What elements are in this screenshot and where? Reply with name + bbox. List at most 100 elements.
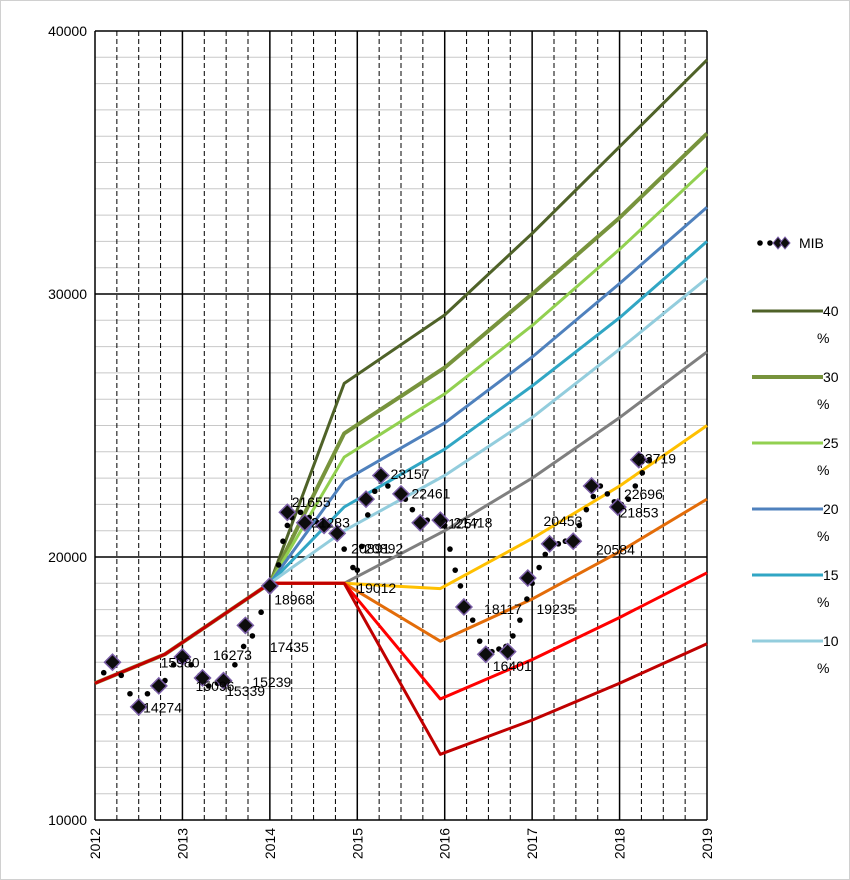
data-label: 19235 — [537, 601, 576, 617]
legend-mib-dot — [757, 240, 763, 246]
mib-dot — [341, 546, 347, 552]
data-label: 23157 — [391, 466, 430, 482]
mib-diamond — [193, 668, 212, 688]
y-tick-label: 10000 — [48, 812, 87, 828]
data-label: 21257 — [440, 515, 479, 531]
legend-label-unit: % — [817, 660, 829, 676]
mib-dot — [100, 669, 107, 676]
y-tick-label: 30000 — [48, 286, 87, 302]
mib-dot — [447, 546, 453, 552]
y-tick-label: 40000 — [48, 23, 87, 39]
mib-dot — [583, 506, 590, 513]
legend-label: 20 — [823, 501, 839, 517]
x-tick-label: 2016 — [437, 828, 453, 859]
x-tick-label: 2018 — [612, 828, 628, 859]
data-label: 21853 — [620, 504, 659, 520]
mib-diamond — [173, 647, 192, 667]
legend-label: 25 — [823, 435, 839, 451]
mib-dot — [240, 643, 247, 650]
mib-dot — [249, 633, 256, 639]
mib-dot — [385, 483, 391, 489]
mib-diamond — [214, 671, 233, 690]
data-label: 16401 — [493, 658, 532, 674]
mib-dot — [625, 496, 632, 502]
mib-diamond — [411, 513, 430, 532]
mib-dot — [118, 672, 125, 679]
data-label: 15980 — [161, 655, 200, 671]
data-label: 15239 — [252, 674, 291, 690]
data-label: 21283 — [311, 514, 350, 530]
mib-diamond — [476, 645, 495, 664]
mib-dot — [280, 538, 286, 545]
legend-label: 10 — [823, 633, 839, 649]
legend-label-unit: % — [817, 594, 829, 610]
data-label: 21418 — [453, 514, 492, 530]
mib-dot — [297, 509, 304, 516]
mib-dot — [536, 564, 542, 571]
mib-dot — [457, 583, 464, 589]
legend-label: 40 — [823, 303, 839, 319]
mib-diamond — [629, 450, 648, 469]
data-label: 22461 — [411, 485, 450, 501]
x-tick-label: 2012 — [87, 828, 103, 859]
mib-diamond — [295, 513, 314, 532]
mib-diamond — [103, 653, 122, 672]
data-label: 22696 — [624, 486, 663, 502]
mib-diamond — [608, 497, 627, 517]
mib-dot — [646, 456, 653, 463]
x-tick-label: 2017 — [524, 828, 540, 859]
mib-diamond — [391, 484, 411, 503]
mib-dot — [354, 567, 361, 573]
mib-dot — [284, 522, 291, 529]
x-tick-label: 2014 — [262, 828, 278, 859]
data-label: 20892 — [364, 541, 403, 557]
legend-mib-dot — [767, 240, 773, 246]
legend-label: 30 — [823, 369, 839, 385]
mib-diamond — [431, 511, 450, 530]
data-label: 20453 — [544, 513, 583, 529]
x-tick-label: 2019 — [699, 828, 715, 859]
x-tick-label: 2013 — [174, 828, 190, 859]
mib-diamond — [315, 516, 334, 535]
mib-dot — [188, 662, 194, 668]
legend-mib-diamond — [779, 236, 791, 250]
mib-dot — [409, 506, 416, 513]
mib-diamond — [498, 642, 517, 661]
data-label: 15339 — [226, 683, 265, 699]
legend-label-mib: MIB — [799, 235, 824, 251]
data-label: 17435 — [270, 639, 309, 655]
legend-label: 15 — [823, 567, 839, 583]
data-label: 19012 — [357, 580, 396, 596]
mib-dot — [476, 638, 483, 644]
mib-diamond — [260, 576, 279, 595]
data-label: 21655 — [292, 494, 331, 510]
mib-diamond — [129, 697, 148, 716]
mib-dot — [576, 522, 583, 529]
mib-diamond — [236, 616, 255, 635]
mib-dot — [371, 488, 378, 495]
mib-dot — [364, 512, 371, 518]
mib-diamond — [149, 676, 168, 695]
mib-diamond — [564, 532, 583, 551]
mib-diamond — [356, 490, 376, 509]
mib-dot — [205, 683, 212, 689]
data-label: 15096 — [196, 678, 235, 694]
mib-dot — [275, 562, 282, 568]
data-label: 16273 — [213, 647, 252, 663]
data-label: 18968 — [274, 592, 313, 608]
legend-label-unit: % — [817, 396, 829, 412]
legend-label-unit: % — [817, 528, 829, 544]
mib-diamond — [540, 534, 559, 553]
mib-diamond — [278, 503, 297, 522]
mib-dot — [258, 609, 264, 616]
mib-diamond — [454, 597, 474, 617]
mib-diamond — [371, 466, 390, 485]
series-line-10 — [94, 581, 708, 756]
mib-dot — [632, 483, 639, 489]
mib-dot — [604, 491, 611, 497]
mib-dot — [469, 617, 476, 623]
mib-dot — [517, 617, 523, 623]
data-label: 20584 — [596, 542, 635, 558]
